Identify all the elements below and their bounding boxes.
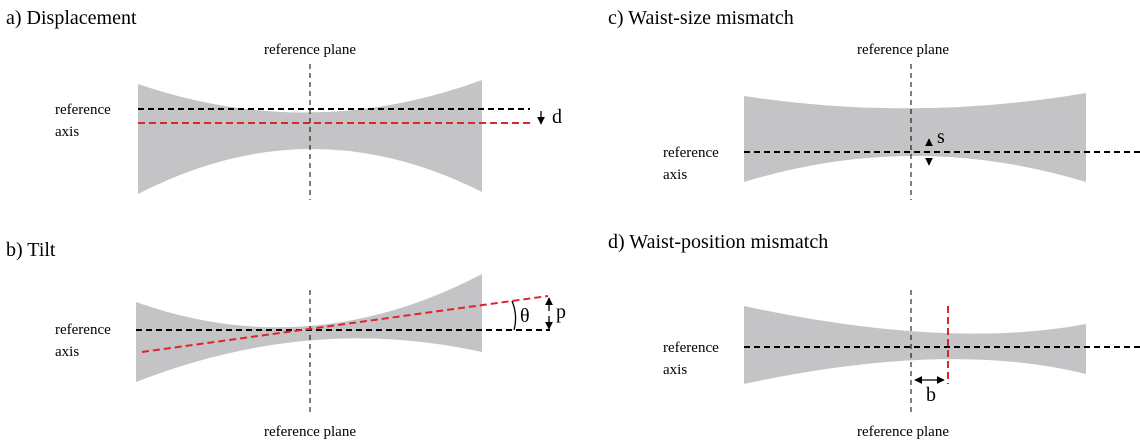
- panel-c-symbol-s: s: [937, 126, 945, 148]
- panel-b-axis-label-line2: axis: [55, 344, 79, 360]
- panel-b-angle-theta: θ: [520, 305, 530, 327]
- panel-d-beam: [744, 306, 1086, 384]
- panel-b-plane-label: reference plane: [264, 424, 356, 440]
- panel-a-symbol-d: d: [552, 106, 562, 128]
- panel-a-title: a) Displacement: [6, 7, 137, 29]
- panel-c-axis-label-line2: axis: [663, 167, 687, 183]
- panel-c-axis-label-line1: reference: [663, 145, 719, 161]
- panel-d-symbol-b: b: [926, 384, 936, 406]
- panel-a-plane-label: reference plane: [264, 42, 356, 58]
- panel-a-displacement: a) Displacement reference plane d refere…: [6, 7, 562, 200]
- panel-a-axis-label-line1: reference: [55, 102, 111, 118]
- panel-b-axis-label-line1: reference: [55, 322, 111, 338]
- panel-d-axis-label-line2: axis: [663, 362, 687, 378]
- panel-b-title: b) Tilt: [6, 239, 56, 261]
- panel-b-tilt: b) Tilt θ p reference axis reference pla…: [6, 239, 566, 440]
- panel-c-title: c) Waist-size mismatch: [608, 7, 794, 29]
- panel-b-tilted-axis: [141, 295, 549, 353]
- panel-d-waist-position: d) Waist-position mismatch b reference a…: [608, 231, 1140, 440]
- panel-d-axis-label-line1: reference: [663, 340, 719, 356]
- panel-d-title: d) Waist-position mismatch: [608, 231, 828, 253]
- panel-d-plane-label: reference plane: [857, 424, 949, 440]
- panel-c-plane-label: reference plane: [857, 42, 949, 58]
- panel-c-waist-size: c) Waist-size mismatch reference plane s…: [608, 7, 1140, 200]
- panel-b-symbol-p: p: [556, 301, 566, 323]
- panel-c-beam: [744, 93, 1086, 182]
- panel-a-axis-label-line2: axis: [55, 124, 79, 140]
- panel-b-angle-arc: [511, 300, 517, 331]
